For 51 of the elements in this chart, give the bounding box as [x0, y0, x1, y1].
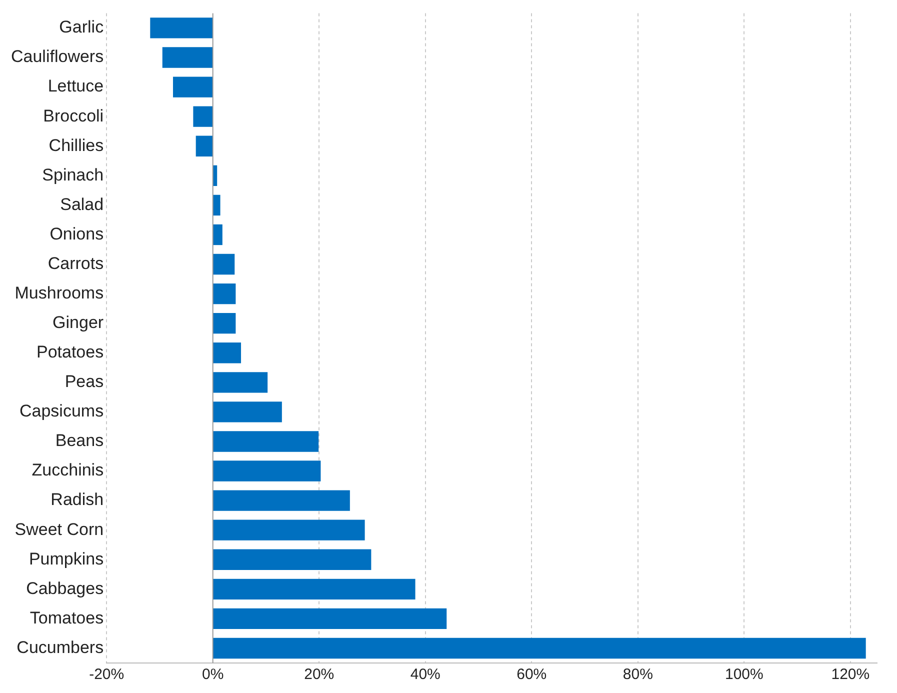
y-tick-label: Broccoli: [43, 106, 104, 126]
y-tick-label: Radish: [50, 490, 104, 510]
x-tick-label: 120%: [831, 666, 870, 684]
y-tick-label: Lettuce: [48, 76, 104, 96]
y-tick-label: Beans: [55, 431, 104, 450]
x-tick-label: 60%: [516, 666, 547, 684]
x-tick-label: 80%: [622, 666, 653, 684]
bar: [196, 136, 213, 156]
y-tick-label: Chillies: [48, 136, 104, 155]
bar: [212, 372, 268, 393]
bar: [212, 312, 236, 334]
bar: [212, 254, 235, 275]
x-tick-label: 100%: [724, 666, 764, 684]
y-tick-label: Mushrooms: [14, 283, 104, 302]
x-tick-label: 0%: [202, 666, 224, 684]
y-tick-label: Tomatoes: [30, 608, 104, 628]
bar: [212, 194, 220, 216]
y-tick-label: Spinach: [42, 165, 104, 184]
bar: [212, 490, 350, 511]
y-tick-label: Cucumbers: [16, 638, 104, 657]
bar: [212, 638, 866, 659]
y-tick-label: Sweet Corn: [14, 520, 104, 539]
x-tick-label: 20%: [304, 666, 334, 684]
bar: [162, 47, 213, 68]
y-tick-label: Zucchinis: [32, 460, 104, 480]
bar: [212, 460, 321, 482]
y-tick-label: Peas: [64, 372, 104, 392]
bar: [212, 608, 447, 630]
y-tick-label: Cabbages: [26, 578, 104, 598]
bar: [212, 283, 236, 304]
y-tick-label: Carrots: [48, 254, 104, 273]
bar: [212, 549, 372, 570]
y-tick-label: Capsicums: [19, 402, 104, 421]
y-tick-label: Potatoes: [36, 342, 104, 362]
bar: [173, 76, 213, 98]
bar: [193, 106, 213, 127]
y-tick-label: Onions: [50, 224, 104, 244]
y-tick-label: Pumpkins: [28, 549, 104, 568]
bar: [212, 520, 365, 540]
x-tick-label: 40%: [410, 666, 440, 684]
x-tick-label: -20%: [89, 666, 124, 684]
y-tick-label: Garlic: [59, 18, 104, 37]
bar: [212, 431, 319, 452]
y-tick-label: Cauliflowers: [10, 47, 104, 66]
y-tick-label: Ginger: [52, 313, 104, 332]
bar: [150, 18, 213, 38]
bar: [212, 342, 242, 364]
bar: [212, 402, 282, 422]
bar: [212, 578, 416, 600]
bar: [212, 224, 222, 246]
y-tick-label: Salad: [60, 194, 104, 214]
